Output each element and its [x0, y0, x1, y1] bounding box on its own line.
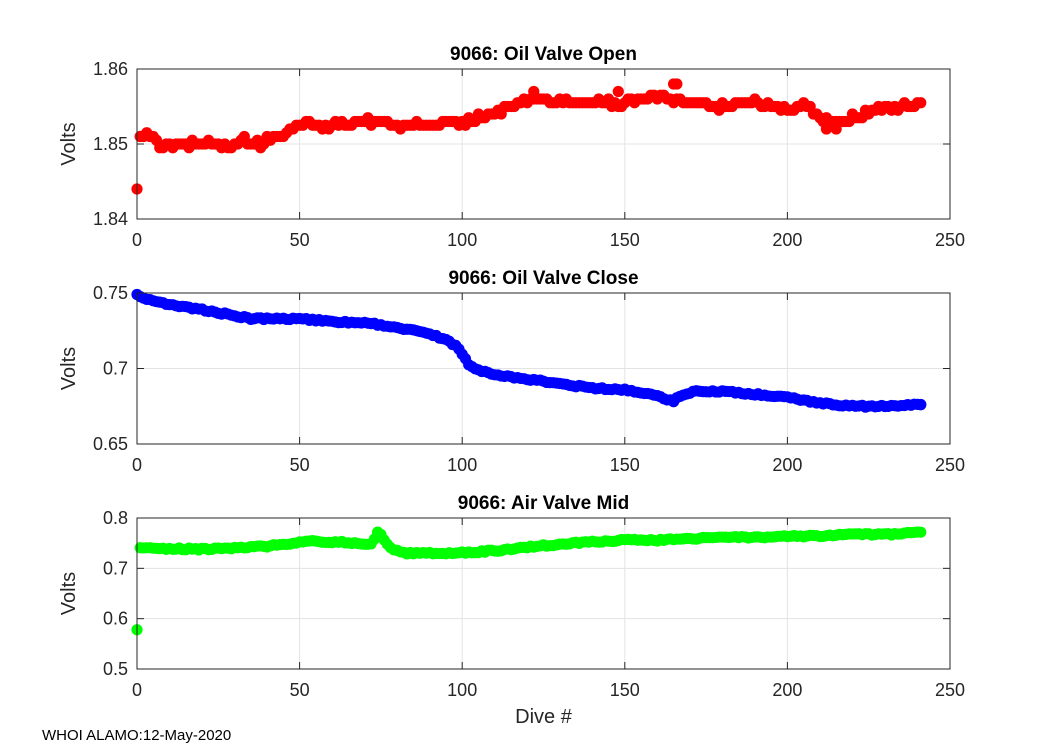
data-point	[820, 123, 833, 135]
x-tick-label: 200	[772, 230, 802, 250]
data-point	[528, 85, 540, 98]
x-tick-label: 50	[290, 680, 310, 700]
y-axis-label: Volts	[58, 572, 80, 615]
y-tick-label: 0.65	[93, 434, 128, 454]
y-tick-label: 1.84	[93, 209, 128, 229]
x-tick-label: 0	[132, 230, 142, 250]
y-tick-label: 0.5	[103, 659, 128, 679]
chart-panel-3: 0 50 100 150 200 250 0.5 0.6 0.7 0.8 9066: Air Val…	[58, 493, 965, 728]
x-tick-label: 150	[610, 680, 640, 700]
footer-stamp: WHOI ALAMO:12-May-2020	[42, 727, 232, 744]
y-tick-label: 0.7	[103, 359, 128, 379]
data-point	[830, 123, 842, 135]
chart-title: 9066: Air Valve Mid	[458, 493, 629, 514]
y-tick-label: 1.86	[93, 59, 128, 79]
x-tick-label: 200	[772, 455, 802, 475]
data-point	[134, 130, 146, 143]
data-point	[915, 526, 927, 538]
x-tick-label: 100	[447, 680, 477, 700]
x-tick-label: 0	[132, 680, 142, 700]
data-series	[131, 526, 927, 636]
x-tick-label: 100	[447, 455, 477, 475]
x-tick-label: 50	[290, 230, 310, 250]
chart-title: 9066: Oil Valve Open	[450, 44, 637, 65]
y-tick-label: 0.75	[93, 283, 128, 303]
y-tick-label: 0.7	[103, 558, 128, 578]
chart-title: 9066: Oil Valve Close	[448, 268, 638, 289]
x-tick-label: 100	[447, 230, 477, 250]
data-point	[915, 399, 927, 411]
y-axis-label: Volts	[58, 347, 80, 390]
x-tick-label: 200	[772, 680, 802, 700]
x-tick-label: 50	[290, 455, 310, 475]
y-tick-label: 0.8	[103, 508, 128, 528]
chart-panel-2: 0 50 100 150 200 250 0.65 0.7 0.75 9066: Oil Valv…	[58, 268, 965, 475]
chart-panel-1: 0 50 100 150 200 250 1.84 1.85 1.86 9066: Oil Val…	[58, 44, 965, 250]
y-axis-label: Volts	[58, 122, 80, 165]
x-tick-label: 250	[935, 680, 965, 700]
x-tick-label: 0	[132, 455, 142, 475]
data-point	[671, 78, 683, 90]
x-tick-label: 150	[610, 455, 640, 475]
y-tick-label: 1.85	[93, 134, 128, 154]
x-tick-label: 150	[610, 230, 640, 250]
x-axis-label: Dive #	[515, 706, 573, 728]
axes-layer: 0 50 100 150 200 250 1.84 1.85 1.86 9066: Oil Val…	[58, 44, 965, 728]
data-series	[131, 288, 927, 413]
x-tick-label: 250	[935, 230, 965, 250]
x-tick-label: 250	[935, 455, 965, 475]
data-point	[915, 97, 927, 109]
axes-box	[136, 517, 951, 670]
data-point	[667, 396, 680, 408]
y-tick-label: 0.6	[103, 609, 128, 629]
data-point	[372, 526, 384, 538]
data-point	[612, 85, 624, 98]
